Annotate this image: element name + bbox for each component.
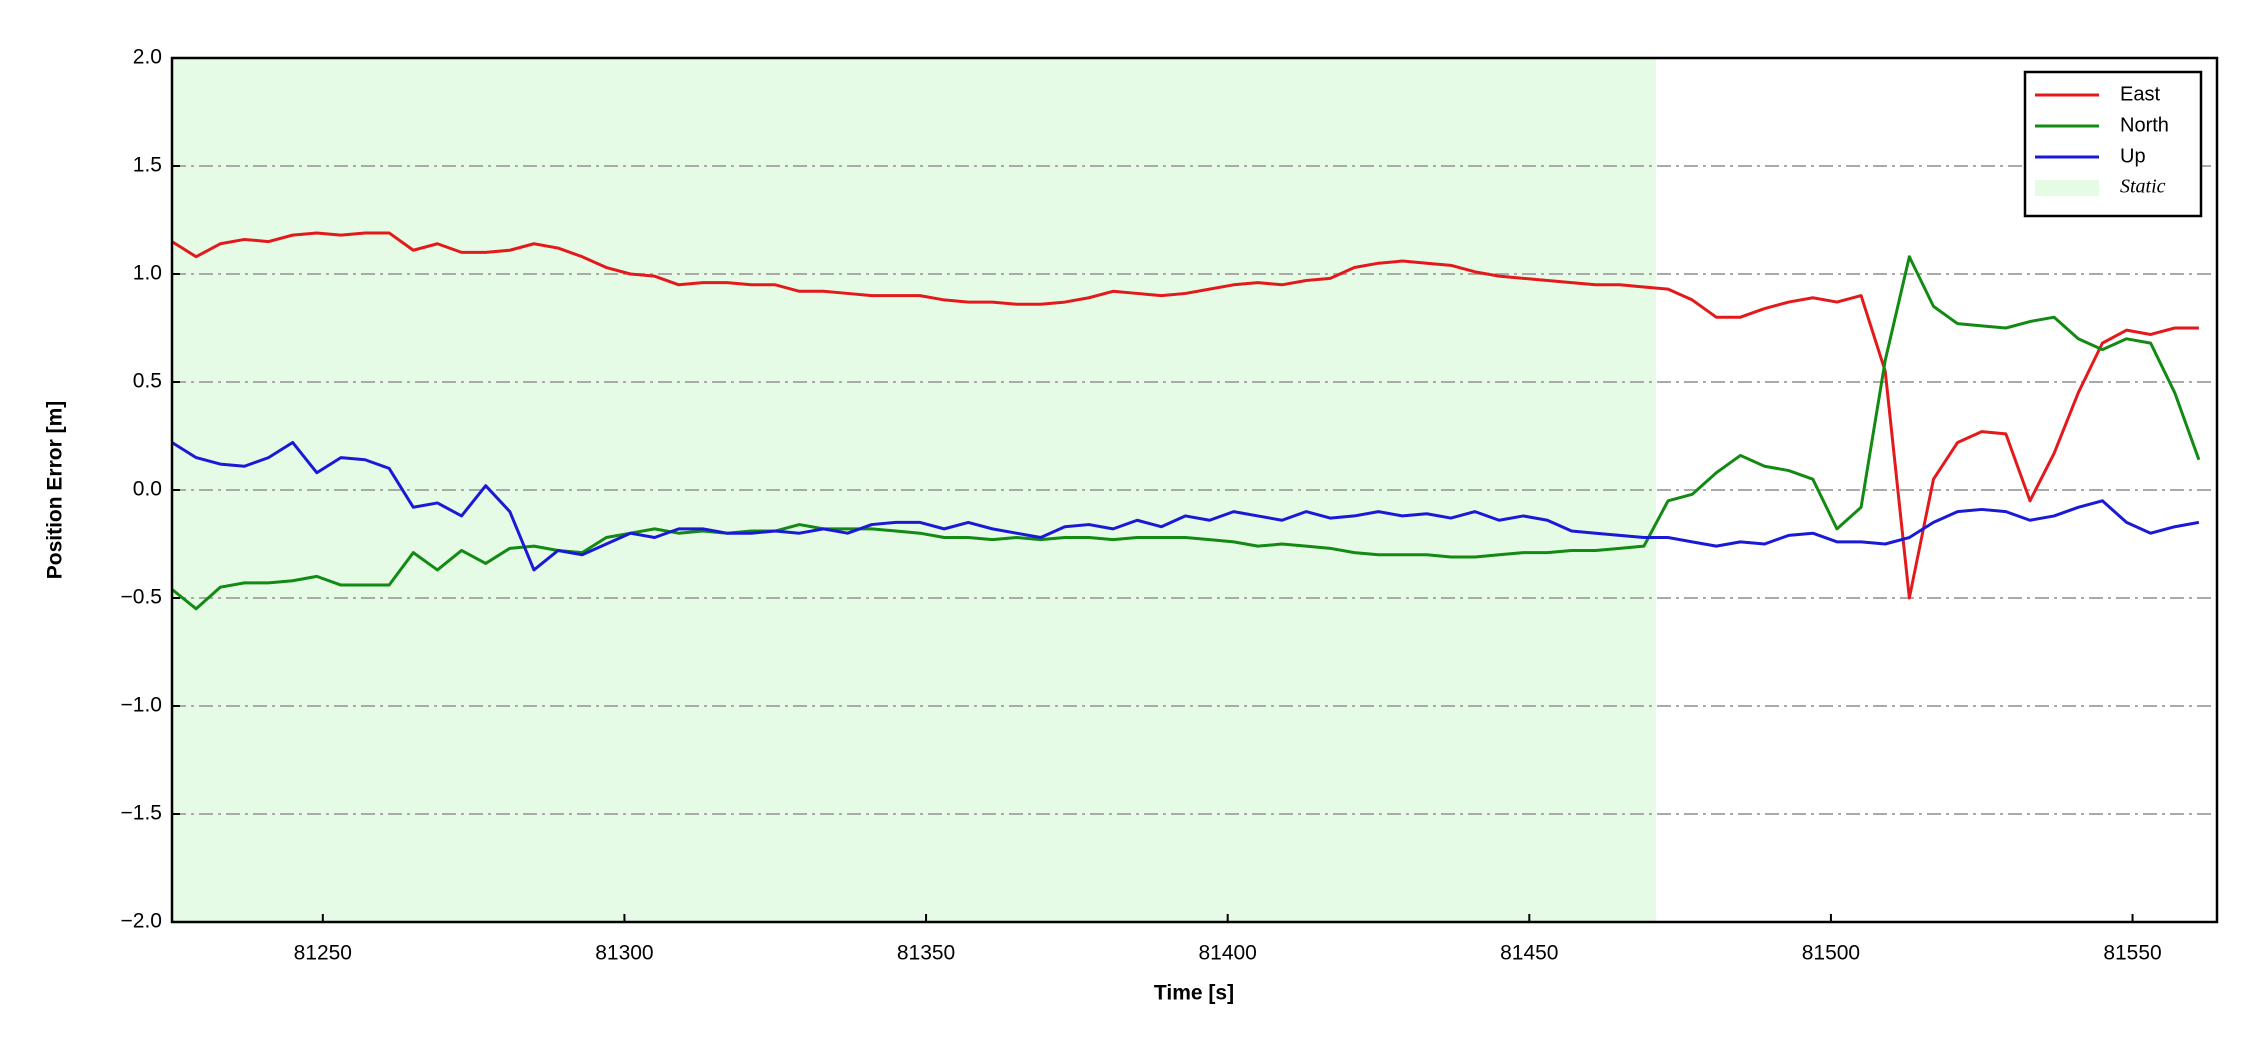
y-tick-label: 1.0	[133, 262, 162, 285]
series-line	[171, 440, 2200, 572]
x-tick-label: 81350	[897, 942, 955, 965]
x-tick-label: 81550	[2103, 942, 2161, 965]
y-tick-label: 2.0	[133, 46, 162, 69]
y-tick-label: 1.5	[133, 154, 162, 177]
y-tick-label: −1.0	[121, 694, 162, 717]
legend-swatch	[2035, 180, 2099, 196]
y-axis-label: Position Error [m]	[44, 401, 67, 580]
x-tick-label: 81400	[1198, 942, 1256, 965]
x-tick-label: 81300	[595, 942, 653, 965]
y-tick-label: 0.0	[133, 478, 162, 501]
series-line	[171, 231, 2199, 600]
legend-label: North	[2120, 114, 2169, 136]
y-tick-label: −1.5	[121, 802, 162, 825]
legend-label: Up	[2120, 145, 2146, 167]
series-line	[171, 255, 2201, 611]
x-tick-label: 81500	[1802, 942, 1860, 965]
y-tick-label: −2.0	[121, 910, 162, 933]
x-axis-label: Time [s]	[1154, 982, 1234, 1005]
legend-label: East	[2120, 83, 2160, 105]
x-tick-label: 81450	[1500, 942, 1558, 965]
y-tick-label: 0.5	[133, 370, 162, 393]
legend-label: Static	[2120, 176, 2166, 198]
plot-frame	[170, 56, 2219, 924]
y-tick-label: −0.5	[121, 586, 162, 609]
x-tick-label: 81250	[294, 942, 352, 965]
